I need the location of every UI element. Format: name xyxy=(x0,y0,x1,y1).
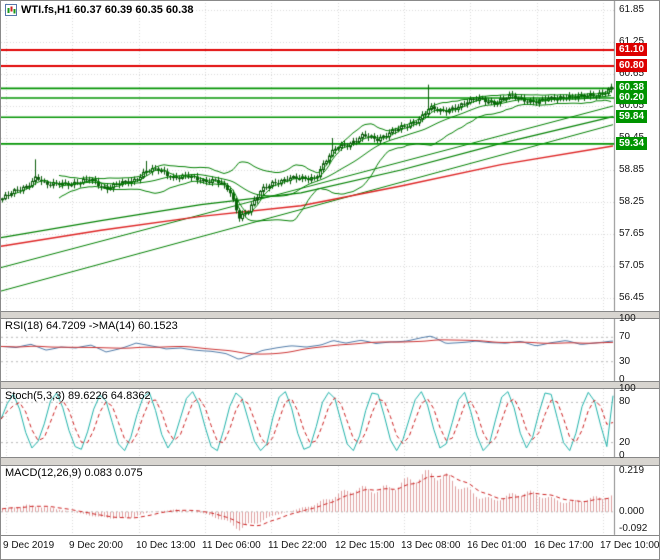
time-axis-label: 11 Dec 06:00 xyxy=(202,540,261,551)
stoch-tick-label: 80 xyxy=(619,396,631,407)
stoch-indicator-label: Stoch(5,3,3) 89.6226 64.8362 xyxy=(5,390,151,402)
rsi-tick-label: 0 xyxy=(619,374,625,385)
time-axis-label: 17 Dec 10:00 xyxy=(600,540,660,551)
time-axis-label: 13 Dec 08:00 xyxy=(401,540,461,551)
time-axis[interactable]: 9 Dec 2019 9 Dec 20:00 10 Dec 13:00 11 Dec … xyxy=(1,535,660,559)
chart-symbol-icon xyxy=(5,4,17,16)
price-tick-label: 58.85 xyxy=(619,164,645,175)
panel-divider-macd[interactable] xyxy=(1,457,659,466)
time-axis-label: 16 Dec 01:00 xyxy=(467,540,527,551)
price-tick-label: 60.65 xyxy=(619,68,645,79)
time-axis-label: 9 Dec 2019 xyxy=(3,540,55,551)
stoch-tick-label: 100 xyxy=(619,383,636,394)
rsi-indicator-label: RSI(18) 64.7209 ->MA(14) 60.1523 xyxy=(5,320,178,332)
macd-tick-label: -0.092 xyxy=(619,523,648,534)
time-axis-label: 10 Dec 13:00 xyxy=(136,540,196,551)
time-axis-label: 9 Dec 20:00 xyxy=(69,540,123,551)
panel-divider-rsi[interactable] xyxy=(1,311,659,319)
support-price-flag: 59.84 xyxy=(616,110,648,123)
price-tick-label: 57.65 xyxy=(619,228,645,239)
price-axis[interactable]: 61.8561.2560.6560.0559.4558.8558.2557.65… xyxy=(615,1,659,535)
stoch-tick-label: 20 xyxy=(619,437,631,448)
price-tick-label: 56.45 xyxy=(619,292,645,303)
price-tick-label: 58.25 xyxy=(619,196,645,207)
chart-title: WTI.fs,H1 60.37 60.39 60.35 60.38 xyxy=(5,4,193,16)
rsi-tick-label: 70 xyxy=(619,331,631,342)
price-tick-label: 57.05 xyxy=(619,260,645,271)
time-axis-label: 12 Dec 15:00 xyxy=(335,540,395,551)
price-tick-label: 61.25 xyxy=(619,36,645,47)
price-tick-label: 60.05 xyxy=(619,100,645,111)
support-price-flag: 59.34 xyxy=(616,137,648,150)
macd-tick-label: 0.219 xyxy=(619,465,645,476)
support-price-flag: 60.20 xyxy=(616,91,648,104)
stoch-tick-label: 0 xyxy=(619,450,625,461)
time-axis-label: 11 Dec 22:00 xyxy=(268,540,327,551)
panel-divider-stoch[interactable] xyxy=(1,381,659,389)
rsi-tick-label: 100 xyxy=(619,313,636,324)
macd-indicator-label: MACD(12,26,9) 0.083 0.075 xyxy=(5,467,143,479)
macd-tick-label: 0.000 xyxy=(619,506,645,517)
chart-title-text: WTI.fs,H1 60.37 60.39 60.35 60.38 xyxy=(21,4,194,16)
support-price-flag: 60.38 xyxy=(616,81,648,94)
time-axis-label: 16 Dec 17:00 xyxy=(534,540,594,551)
resistance-price-flag: 60.80 xyxy=(616,59,648,72)
resistance-price-flag: 61.10 xyxy=(616,43,648,56)
rsi-tick-label: 30 xyxy=(619,356,631,367)
price-tick-label: 61.85 xyxy=(619,4,645,15)
